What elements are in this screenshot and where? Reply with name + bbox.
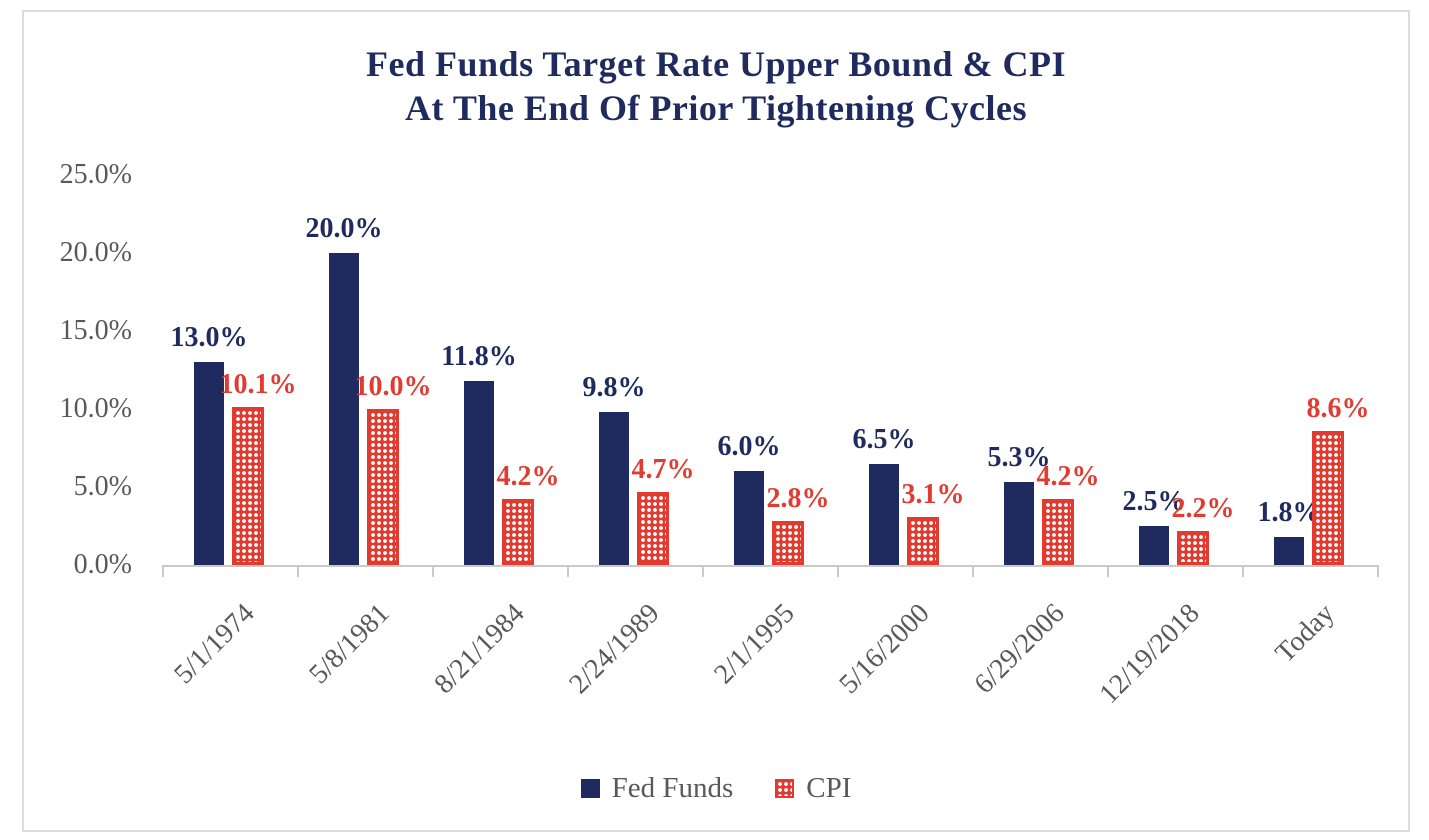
x-axis-tick <box>972 565 974 577</box>
bar-cpi <box>1042 499 1074 565</box>
data-label-fed-funds: 5.3% <box>987 442 1051 474</box>
data-label-fed-funds: 2.5% <box>1122 486 1186 517</box>
x-axis-tick <box>567 565 569 577</box>
bar-fed-funds <box>869 463 899 565</box>
x-axis-tick <box>702 565 704 577</box>
bar-cpi <box>502 499 534 565</box>
data-label-cpi: 10.1% <box>219 369 297 401</box>
data-label-fed-funds: 6.0% <box>717 431 781 463</box>
x-axis-tick <box>297 565 299 577</box>
legend-item-fed-funds: Fed Funds <box>580 772 734 804</box>
data-label-cpi: 4.2% <box>496 461 560 493</box>
legend: Fed Funds CPI <box>24 772 1408 804</box>
bar-cpi <box>637 491 669 565</box>
x-axis-tick <box>1242 565 1244 577</box>
data-label-cpi: 2.2% <box>1171 492 1235 524</box>
legend-item-cpi: CPI <box>775 772 851 804</box>
data-label-fed-funds: 11.8% <box>441 340 517 372</box>
bar-fed-funds <box>329 253 359 565</box>
data-label-cpi: 4.7% <box>631 453 695 485</box>
legend-label: Fed Funds <box>611 772 734 804</box>
bar-cpi <box>772 521 804 565</box>
y-axis-tick-label: 25.0% <box>59 159 132 190</box>
data-label-cpi: 8.6% <box>1306 392 1370 424</box>
legend-marker-cpi <box>775 778 795 798</box>
y-axis-tick-label: 15.0% <box>59 315 132 346</box>
data-label-cpi: 10.0% <box>354 371 432 402</box>
y-axis-tick-label: 10.0% <box>59 393 132 424</box>
bar-fed-funds <box>734 471 764 565</box>
x-axis-tick <box>162 565 164 577</box>
x-axis-tick <box>1107 565 1109 577</box>
data-label-fed-funds: 13.0% <box>170 322 248 354</box>
legend-marker-fed-funds <box>580 778 600 798</box>
bar-fed-funds <box>1274 536 1304 565</box>
bar-cpi <box>367 409 399 565</box>
bar-fed-funds <box>194 362 224 565</box>
x-axis-tick <box>837 565 839 577</box>
bar-cpi <box>1177 530 1209 565</box>
x-axis-line <box>162 565 1379 567</box>
chart-subtitle: At The End Of Prior Tightening Cycles <box>405 88 1027 128</box>
data-label-fed-funds: 1.8% <box>1257 496 1321 528</box>
chart-card: Fed Funds Target Rate Upper Bound & CPI … <box>22 10 1410 832</box>
bar-cpi <box>1312 430 1344 565</box>
x-axis-tick <box>1377 565 1379 577</box>
data-label-fed-funds: 20.0% <box>305 213 383 244</box>
bar-fed-funds <box>599 412 629 565</box>
bar-cpi <box>232 407 264 565</box>
y-axis-tick-label: 20.0% <box>59 237 132 268</box>
data-label-cpi: 3.1% <box>901 478 965 510</box>
chart-title: Fed Funds Target Rate Upper Bound & CPI <box>366 44 1066 84</box>
data-label-cpi: 2.8% <box>766 483 830 515</box>
bar-fed-funds <box>1139 526 1169 565</box>
y-axis-tick-label: 5.0% <box>73 471 132 502</box>
title-block: Fed Funds Target Rate Upper Bound & CPI … <box>24 42 1408 130</box>
x-axis-tick <box>432 565 434 577</box>
data-label-cpi: 4.2% <box>1036 461 1100 493</box>
y-axis-tick-label: 0.0% <box>73 549 132 580</box>
data-label-fed-funds: 9.8% <box>582 372 646 404</box>
data-label-fed-funds: 6.5% <box>852 423 916 455</box>
bar-fed-funds <box>464 380 494 565</box>
legend-label: CPI <box>806 772 852 804</box>
bar-cpi <box>907 516 939 565</box>
bar-fed-funds <box>1004 482 1034 565</box>
